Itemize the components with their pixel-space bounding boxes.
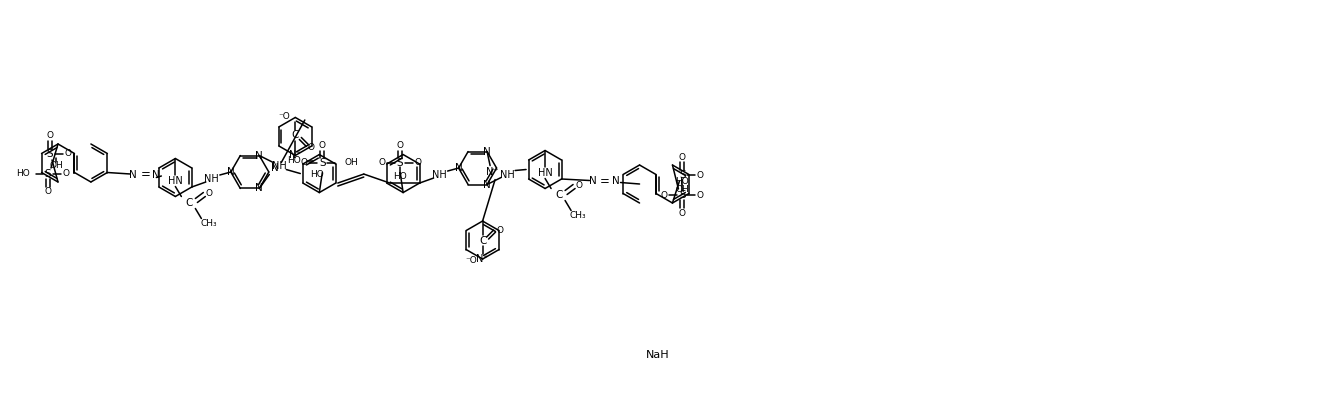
Text: OH: OH (49, 162, 63, 171)
Text: CH₃: CH₃ (200, 219, 217, 228)
Text: O: O (378, 158, 386, 167)
Text: HO: HO (394, 172, 407, 181)
Text: O: O (697, 171, 705, 180)
Text: N: N (611, 176, 619, 187)
Text: N⁺: N⁺ (486, 167, 498, 176)
Text: O: O (497, 226, 503, 235)
Text: N: N (483, 147, 491, 156)
Text: S: S (45, 169, 51, 179)
Text: =: = (599, 175, 610, 188)
Text: NH: NH (499, 169, 515, 180)
Text: N: N (153, 170, 161, 180)
Text: N: N (454, 163, 462, 173)
Text: O: O (697, 191, 705, 200)
Text: NH: NH (432, 170, 446, 180)
Text: NH: NH (271, 161, 287, 171)
Text: O: O (576, 181, 582, 190)
Text: HO: HO (676, 176, 689, 185)
Text: O: O (415, 158, 421, 167)
Text: N: N (483, 180, 491, 189)
Text: O: O (680, 152, 686, 162)
Text: O: O (300, 158, 308, 167)
Text: HN: HN (537, 167, 552, 178)
Text: N: N (589, 176, 597, 187)
Text: O: O (680, 209, 686, 217)
Text: CH₃: CH₃ (570, 211, 586, 220)
Text: HO: HO (311, 170, 324, 179)
Text: C: C (556, 189, 562, 200)
Text: O: O (62, 169, 70, 178)
Text: =: = (141, 169, 150, 182)
Text: O: O (396, 141, 403, 150)
Text: N: N (255, 151, 263, 161)
Text: S: S (680, 190, 686, 200)
Text: O: O (661, 191, 668, 200)
Text: N⁺: N⁺ (477, 254, 489, 264)
Text: O: O (65, 149, 71, 158)
Text: NH: NH (204, 174, 219, 184)
Text: HO: HO (287, 156, 302, 165)
Text: O: O (319, 141, 325, 150)
Text: C: C (479, 236, 486, 246)
Text: O: O (45, 187, 51, 196)
Text: HN: HN (169, 176, 183, 185)
Text: HO: HO (16, 169, 30, 178)
Text: S: S (46, 149, 53, 159)
Text: ⁻O: ⁻O (279, 112, 290, 121)
Text: C: C (291, 130, 299, 140)
Text: ⁻O: ⁻O (466, 255, 478, 264)
Text: O: O (205, 189, 213, 198)
Text: N: N (227, 167, 234, 177)
Text: C: C (186, 198, 194, 208)
Text: NaH: NaH (647, 350, 670, 360)
Text: S: S (680, 170, 686, 180)
Text: S: S (396, 158, 403, 167)
Text: OH: OH (344, 158, 358, 167)
Text: O: O (308, 143, 315, 152)
Text: S: S (319, 158, 325, 167)
Text: OH: OH (676, 184, 689, 193)
Text: N: N (129, 170, 137, 180)
Text: N⁺: N⁺ (288, 151, 302, 160)
Text: N: N (271, 163, 279, 173)
Text: O: O (46, 132, 54, 141)
Text: N: N (255, 184, 263, 193)
